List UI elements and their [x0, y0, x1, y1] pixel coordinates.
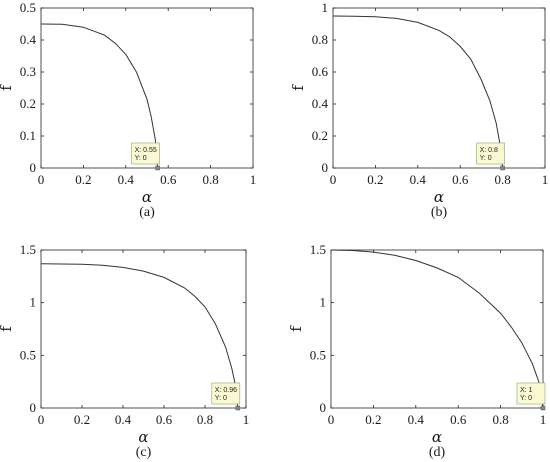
x-tick-label: 0.8 — [494, 172, 510, 187]
axes-box — [40, 249, 247, 409]
series-line — [40, 23, 159, 169]
y-tick-label: 0 — [322, 160, 329, 175]
x-tick-label: 0 — [328, 412, 335, 427]
x-tick-label: 0.6 — [156, 412, 173, 427]
y-axis-label: f — [0, 325, 15, 332]
plot-panel-3: 0 0.2 0.4 0.6 0.8 1 0 0.5 1 1.5 X: 0.96Y: 0 α f (c) — [0, 242, 249, 460]
x-tick-label: 0.8 — [202, 172, 218, 187]
x-tick-label: 0.2 — [367, 172, 383, 187]
datatip-text: X: 0.96 — [215, 387, 237, 394]
plot-panel-4: 0 0.2 0.4 0.6 0.8 1 0 0.5 1 1.5 X: 1Y: 0 α f (d) — [287, 242, 546, 460]
y-axis-label: f — [0, 84, 15, 91]
y-tick-label: 0.8 — [312, 32, 328, 47]
x-axis-label: α — [138, 428, 148, 446]
x-tick-label: 0.8 — [492, 412, 508, 427]
series-line — [40, 263, 239, 409]
datatip-box — [516, 382, 546, 405]
x-axis-label: α — [432, 428, 442, 446]
x-tick-label: 1 — [542, 172, 549, 187]
x-tick-label: 0.4 — [115, 412, 132, 427]
datatip-marker[interactable] — [500, 165, 505, 171]
panel-caption: (d) — [429, 445, 446, 460]
y-axis-label: f — [287, 325, 305, 332]
y-tick-label: 0 — [30, 400, 37, 415]
x-tick-label: 0.2 — [365, 412, 381, 427]
x-tick-label: 0.2 — [75, 172, 91, 187]
x-axis-label: α — [434, 188, 444, 206]
x-tick-label: 0.4 — [118, 172, 135, 187]
y-tick-label: 0.4 — [20, 32, 37, 47]
y-tick-label: 0.5 — [20, 0, 36, 15]
datatip-box — [131, 142, 160, 165]
datatip-text: X: 1 — [520, 387, 533, 394]
y-tick-label: 0.1 — [20, 128, 36, 143]
x-tick-label: 0 — [38, 172, 45, 187]
x-tick-label: 1 — [540, 412, 547, 427]
y-tick-label: 1.5 — [20, 242, 36, 257]
datatip-text: Y: 0 — [520, 395, 532, 402]
plot-panel-1: 0 0.2 0.4 0.6 0.8 1 0 0.1 0.2 0.3 0.4 0.5 X: 0.55Y: … — [0, 0, 256, 220]
series-line — [330, 249, 544, 409]
x-tick-label: 0.8 — [197, 412, 213, 427]
x-tick-label: 0.6 — [452, 172, 469, 187]
axes-box — [332, 7, 546, 169]
y-tick-label: 0 — [320, 400, 327, 415]
datatip-marker[interactable] — [540, 405, 546, 411]
x-tick-label: 0.6 — [450, 412, 467, 427]
x-tick-label: 0.4 — [408, 412, 425, 427]
y-axis-label: f — [289, 84, 307, 91]
datatip-text: Y: 0 — [480, 155, 492, 162]
x-axis-label: α — [142, 188, 152, 206]
datatip-marker[interactable] — [235, 405, 241, 411]
series-line — [332, 15, 504, 169]
datatip-text: Y: 0 — [135, 155, 147, 162]
datatip-text: X: 0.8 — [480, 147, 498, 154]
x-tick-label: 0.2 — [74, 412, 90, 427]
datatip-text: Y: 0 — [215, 395, 227, 402]
y-tick-label: 0.3 — [20, 64, 36, 79]
y-tick-label: 0.6 — [312, 64, 329, 79]
datatip-text: X: 0.55 — [135, 147, 157, 154]
x-tick-label: 1 — [243, 412, 250, 427]
x-tick-label: 0 — [38, 412, 45, 427]
x-tick-label: 0.6 — [160, 172, 177, 187]
y-tick-label: 0 — [30, 160, 37, 175]
y-tick-label: 0.5 — [310, 347, 326, 362]
y-tick-label: 1 — [322, 0, 329, 15]
datatip-box — [476, 142, 505, 165]
y-tick-label: 0.4 — [312, 96, 329, 111]
panel-caption: (b) — [431, 205, 448, 220]
datatip-marker[interactable] — [155, 165, 160, 171]
x-tick-label: 1 — [250, 172, 257, 187]
y-tick-label: 0.5 — [20, 347, 36, 362]
datatip-box — [211, 382, 241, 405]
panel-caption: (c) — [136, 445, 152, 460]
y-tick-label: 0.2 — [312, 128, 328, 143]
axes-box — [330, 249, 544, 409]
y-tick-label: 1 — [320, 295, 327, 310]
y-tick-label: 1 — [30, 295, 37, 310]
x-tick-label: 0.4 — [410, 172, 427, 187]
axes-box — [40, 7, 254, 169]
y-tick-label: 0.2 — [20, 96, 36, 111]
x-tick-label: 0 — [330, 172, 337, 187]
plot-panel-2: 0 0.2 0.4 0.6 0.8 1 0 0.2 0.4 0.6 0.8 1 X: 0.8Y: 0 α f… — [289, 0, 548, 220]
panel-caption: (a) — [139, 205, 155, 220]
y-tick-label: 1.5 — [310, 242, 326, 257]
